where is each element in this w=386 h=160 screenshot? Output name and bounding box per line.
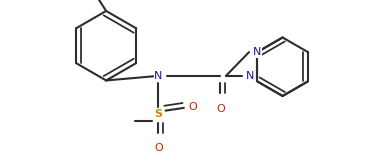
Text: N: N xyxy=(253,47,261,57)
Text: N: N xyxy=(154,71,163,81)
Text: O: O xyxy=(216,104,225,114)
Text: O: O xyxy=(189,102,197,112)
Text: S: S xyxy=(154,109,162,119)
Text: N: N xyxy=(245,71,254,81)
Text: O: O xyxy=(154,143,163,153)
